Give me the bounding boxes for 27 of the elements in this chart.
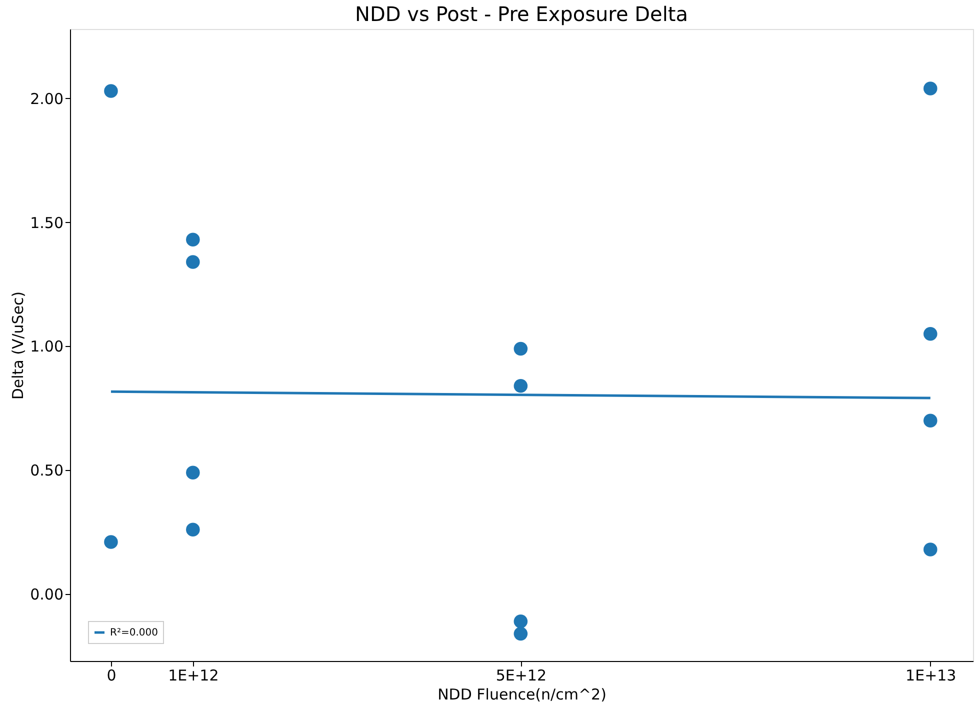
point — [186, 466, 200, 480]
y-tick-label: 0.00 — [30, 586, 64, 604]
point — [514, 379, 528, 393]
x-tick-label: 1E+12 — [168, 666, 219, 684]
point — [186, 522, 200, 537]
x-axis-title: NDD Fluence(n/cm^2) — [438, 686, 606, 704]
x-tick-label: 0 — [106, 666, 116, 684]
point — [924, 542, 938, 556]
y-axis-title: Delta (V/uSec) — [9, 291, 28, 400]
point — [104, 535, 118, 549]
point — [514, 342, 528, 356]
y-tick-label: 1.00 — [30, 338, 64, 356]
point — [924, 414, 938, 428]
y-tick-label: 2.00 — [30, 90, 64, 108]
point — [186, 255, 200, 269]
y-tick-label: 0.50 — [30, 462, 64, 480]
chart-title: NDD vs Post - Pre Exposure Delta — [355, 2, 688, 26]
point — [104, 84, 118, 98]
x-tick-label: 1E+13 — [906, 666, 956, 684]
x-tick-label: 5E+12 — [496, 666, 547, 684]
point — [514, 626, 528, 641]
point — [924, 326, 938, 341]
y-tick-label: 1.50 — [30, 214, 64, 232]
legend-label: R²=0.000 — [110, 628, 158, 638]
point — [186, 232, 200, 247]
point — [514, 614, 528, 628]
point — [924, 82, 938, 96]
